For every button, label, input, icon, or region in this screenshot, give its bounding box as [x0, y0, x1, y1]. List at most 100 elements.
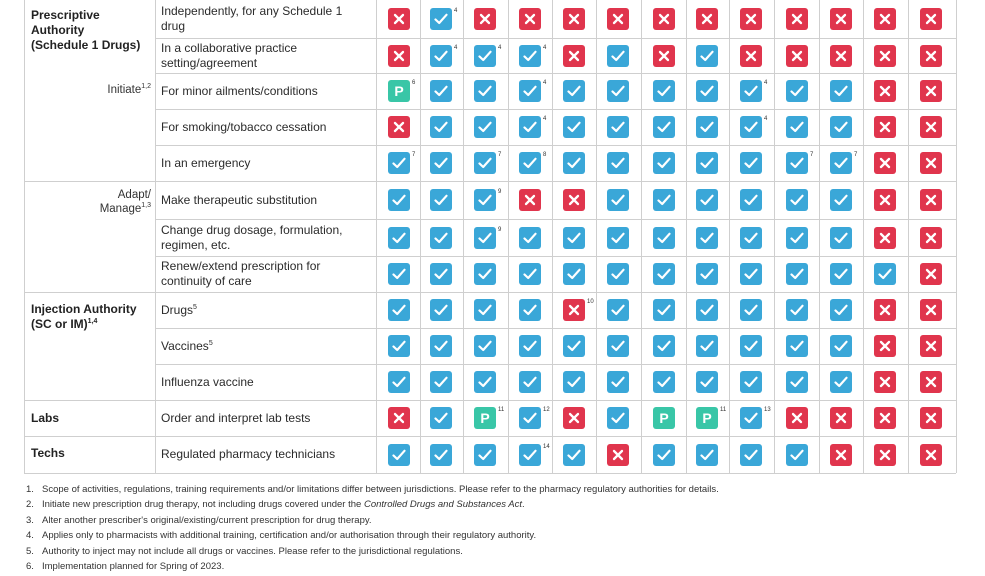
- activity-label: Order and interpret lab tests: [161, 411, 371, 426]
- check-icon: [474, 152, 496, 174]
- activity-label-line: Vaccines: [161, 339, 209, 353]
- check-icon: [696, 263, 718, 285]
- footnote-ref: 6: [412, 80, 416, 86]
- check-icon: [696, 299, 718, 321]
- check-icon: [607, 227, 629, 249]
- subcategory-label-line: Adapt/: [117, 189, 151, 201]
- check-icon: [474, 444, 496, 466]
- activity-label-line: Change drug dosage, formulation,: [161, 223, 343, 237]
- check-icon: [474, 189, 496, 211]
- footnote-italic: Controlled Drugs and Substances Act: [363, 499, 523, 511]
- cross-icon: [920, 80, 942, 102]
- check-icon: [607, 189, 629, 211]
- footnote-ref: 1,2: [141, 83, 151, 91]
- cross-icon: [874, 407, 896, 429]
- grid-vline: [463, 0, 464, 473]
- grid-hline: [155, 73, 956, 74]
- check-icon: [786, 189, 808, 211]
- footnote-ref: 7: [854, 152, 858, 158]
- check-icon: [653, 189, 675, 211]
- footnote-text: Authority to inject may not include all …: [42, 545, 463, 557]
- cross-icon: [388, 45, 410, 67]
- check-icon: [653, 116, 675, 138]
- category-label-line: (Schedule 1 Drugs): [31, 38, 141, 52]
- check-icon: [388, 227, 410, 249]
- category-label-labs: Labs: [31, 411, 59, 426]
- footnote-ref: 13: [764, 407, 771, 413]
- activity-label-line: setting/agreement: [161, 56, 258, 70]
- footnote-ref: 11: [498, 407, 505, 413]
- check-icon: [740, 407, 762, 429]
- check-icon: [874, 263, 896, 285]
- cross-icon: [830, 45, 852, 67]
- category-label-rx: Prescriptive Authority (Schedule 1 Drugs): [31, 8, 140, 53]
- check-icon: [388, 299, 410, 321]
- cross-icon: [653, 45, 675, 67]
- footnote-after: .: [522, 499, 525, 511]
- check-icon: [519, 371, 541, 393]
- grid-hline: [155, 145, 956, 146]
- grid-vline: [729, 0, 730, 473]
- check-icon: [830, 263, 852, 285]
- check-icon: [430, 45, 452, 67]
- category-label-line: Injection Authority: [31, 302, 137, 316]
- category-label-techs: Techs: [31, 446, 65, 461]
- check-icon: [696, 227, 718, 249]
- check-icon: [830, 371, 852, 393]
- activity-label-line: In a collaborative practice: [161, 41, 298, 55]
- cross-icon: [874, 189, 896, 211]
- cross-icon: [920, 407, 942, 429]
- cross-icon: [920, 227, 942, 249]
- cross-icon: [607, 8, 629, 30]
- cross-icon: [920, 8, 942, 30]
- footnote-text: Applies only to pharmacists with additio…: [42, 530, 537, 542]
- cross-icon: [920, 371, 942, 393]
- cross-icon: [920, 444, 942, 466]
- footnote-ref: 14: [543, 444, 550, 450]
- grid-vline: [596, 0, 597, 473]
- subcategory-label-line: Initiate: [107, 84, 142, 96]
- check-icon: [830, 189, 852, 211]
- check-icon: [830, 227, 852, 249]
- p-letter-icon: P: [653, 407, 675, 429]
- cross-icon: [388, 8, 410, 30]
- grid-hline: [155, 364, 956, 365]
- p-letter-icon: P: [696, 407, 718, 429]
- footnote-number: 4.: [26, 530, 34, 542]
- check-icon: [430, 335, 452, 357]
- check-icon: [563, 152, 585, 174]
- check-icon: [830, 335, 852, 357]
- activity-label: Renew/extend prescription for continuity …: [161, 259, 371, 289]
- category-label-line: Techs: [31, 446, 65, 460]
- check-icon: [740, 263, 762, 285]
- cross-icon: [563, 8, 585, 30]
- check-icon: [740, 189, 762, 211]
- activity-label-line: Drugs: [161, 303, 194, 317]
- check-icon: [696, 152, 718, 174]
- cross-icon: [830, 407, 852, 429]
- cross-icon: [519, 8, 541, 30]
- footnote-ref: 1,3: [141, 202, 151, 210]
- cross-icon: [607, 444, 629, 466]
- activity-label-line: Order and interpret lab tests: [161, 411, 311, 425]
- activity-label-line: continuity of care: [161, 274, 252, 288]
- grid-vline: [420, 0, 421, 473]
- footnote-number: 3.: [26, 514, 34, 526]
- check-icon: [519, 299, 541, 321]
- activity-label: Influenza vaccine: [161, 375, 371, 390]
- grid-hline: [24, 400, 956, 401]
- check-icon: [696, 80, 718, 102]
- check-icon: [474, 116, 496, 138]
- cross-icon: [786, 45, 808, 67]
- check-icon: [653, 80, 675, 102]
- grid-hline: [24, 292, 956, 293]
- cross-icon: [874, 444, 896, 466]
- subcategory-label-initiate: Initiate1,2: [76, 83, 151, 97]
- footnote-ref: 9: [498, 189, 502, 195]
- activity-label: Change drug dosage, formulation, regimen,…: [161, 223, 371, 253]
- footnote-ref: 4: [543, 116, 547, 122]
- check-icon: [740, 444, 762, 466]
- check-icon: [474, 263, 496, 285]
- grid-vline: [508, 0, 509, 473]
